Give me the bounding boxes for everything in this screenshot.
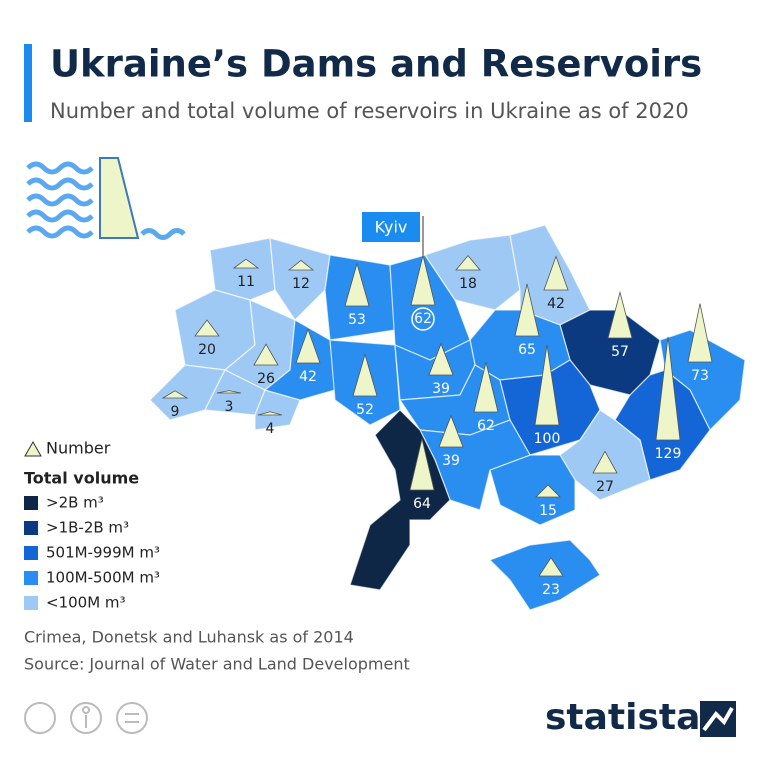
reservoir-triangle xyxy=(607,290,633,339)
reservoir-triangle xyxy=(538,556,564,577)
reservoir-count: 26 xyxy=(257,371,275,387)
reservoir-count: 18 xyxy=(459,276,477,292)
legend-number: Number xyxy=(46,439,111,458)
capital-marker xyxy=(411,307,435,331)
legend-triangle xyxy=(24,440,42,457)
reservoir-triangle xyxy=(438,414,464,448)
legend-label: <100M m³ xyxy=(46,594,126,612)
legend: Number Total volume >2B m³ >1B-2B m³ 501M-… xyxy=(24,439,160,612)
legend-items: >2B m³ >1B-2B m³ 501M-999M m³ 100M-500M m³ <… xyxy=(24,494,160,612)
reservoir-triangle xyxy=(232,258,260,269)
note: Crimea, Donetsk and Luhansk as of 2014 xyxy=(24,628,354,647)
title-accent xyxy=(24,44,32,122)
reservoir-triangle xyxy=(253,343,279,366)
reservoir-count: 3 xyxy=(225,399,234,415)
reservoir-triangle xyxy=(535,484,561,498)
reservoir-count: 12 xyxy=(292,276,310,292)
regions xyxy=(149,224,746,611)
reservoir-triangle xyxy=(216,390,242,394)
brand: statista xyxy=(545,697,700,738)
reservoir-triangle xyxy=(295,328,321,364)
reservoir-count: 53 xyxy=(348,312,366,328)
reservoir-triangle xyxy=(687,303,713,363)
brand-logo xyxy=(700,701,736,737)
reservoir-count: 62 xyxy=(477,418,495,434)
legend-swatch xyxy=(24,521,38,535)
region xyxy=(209,237,276,301)
reservoir-count: 52 xyxy=(356,402,374,418)
reservoir-triangle xyxy=(287,259,315,271)
reservoir-count: 100 xyxy=(534,431,561,447)
reservoir-count: 42 xyxy=(299,369,317,385)
reservoir-count: 57 xyxy=(611,344,629,360)
capital-label: Kyiv xyxy=(375,218,408,237)
legend-label: >1B-2B m³ xyxy=(46,519,129,537)
reservoir-count: 65 xyxy=(518,342,536,358)
reservoir-triangle xyxy=(514,283,540,337)
reservoir-triangle xyxy=(473,362,499,413)
dam-icon xyxy=(26,157,186,240)
reservoir-count: 39 xyxy=(432,381,450,397)
reservoir-triangle xyxy=(543,255,569,291)
reservoir-triangle xyxy=(534,344,560,426)
legend-label: >2B m³ xyxy=(46,494,104,512)
reservoir-count: 129 xyxy=(655,446,682,462)
legend-label: 100M-500M m³ xyxy=(46,569,160,587)
legend-swatch xyxy=(24,571,38,585)
license-icons xyxy=(24,702,148,734)
legend-label: 501M-999M m³ xyxy=(46,544,160,562)
title: Ukraine’s Dams and Reservoirs xyxy=(50,43,702,86)
reservoir-triangle xyxy=(409,438,435,491)
reservoir-triangle xyxy=(655,336,681,441)
reservoir-triangle xyxy=(257,411,283,416)
legend-swatch xyxy=(24,546,38,560)
reservoir-triangle xyxy=(592,450,618,474)
reservoir-triangle xyxy=(428,342,454,376)
subtitle: Number and total volume of reservoirs in… xyxy=(50,99,689,123)
reservoir-triangle xyxy=(455,254,481,271)
reservoir-count: 64 xyxy=(413,496,431,512)
reservoir-count: 42 xyxy=(547,296,565,312)
legend-swatch xyxy=(24,496,38,510)
reservoir-count: 39 xyxy=(442,453,460,469)
reservoir-count: 9 xyxy=(171,404,180,420)
reservoir-triangle xyxy=(344,262,370,307)
reservoir-triangle xyxy=(161,390,189,399)
reservoir-count: 11 xyxy=(237,274,255,290)
reservoir-count: 4 xyxy=(266,421,275,437)
reservoir-count: 62 xyxy=(414,311,432,327)
reservoir-count: 73 xyxy=(691,368,709,384)
reservoir-count: 15 xyxy=(539,503,557,519)
region xyxy=(269,237,331,321)
legend-swatch xyxy=(24,596,38,610)
legend-title: Total volume xyxy=(24,469,139,488)
reservoir-triangle xyxy=(410,255,436,306)
capital-flag xyxy=(362,212,420,242)
region xyxy=(254,389,301,431)
reservoir-count: 27 xyxy=(596,479,614,495)
reservoir-triangle xyxy=(194,319,220,337)
region xyxy=(489,454,576,526)
reservoir-count: 20 xyxy=(198,342,216,358)
source: Source: Journal of Water and Land Develo… xyxy=(24,655,410,674)
reservoir-triangle xyxy=(352,352,378,397)
marks: 11 12 53 Kyiv 62 18 42 57 73 65 20 26 9 3 4 42 52 39 62 100… xyxy=(161,212,713,598)
reservoir-count: 23 xyxy=(542,582,560,598)
